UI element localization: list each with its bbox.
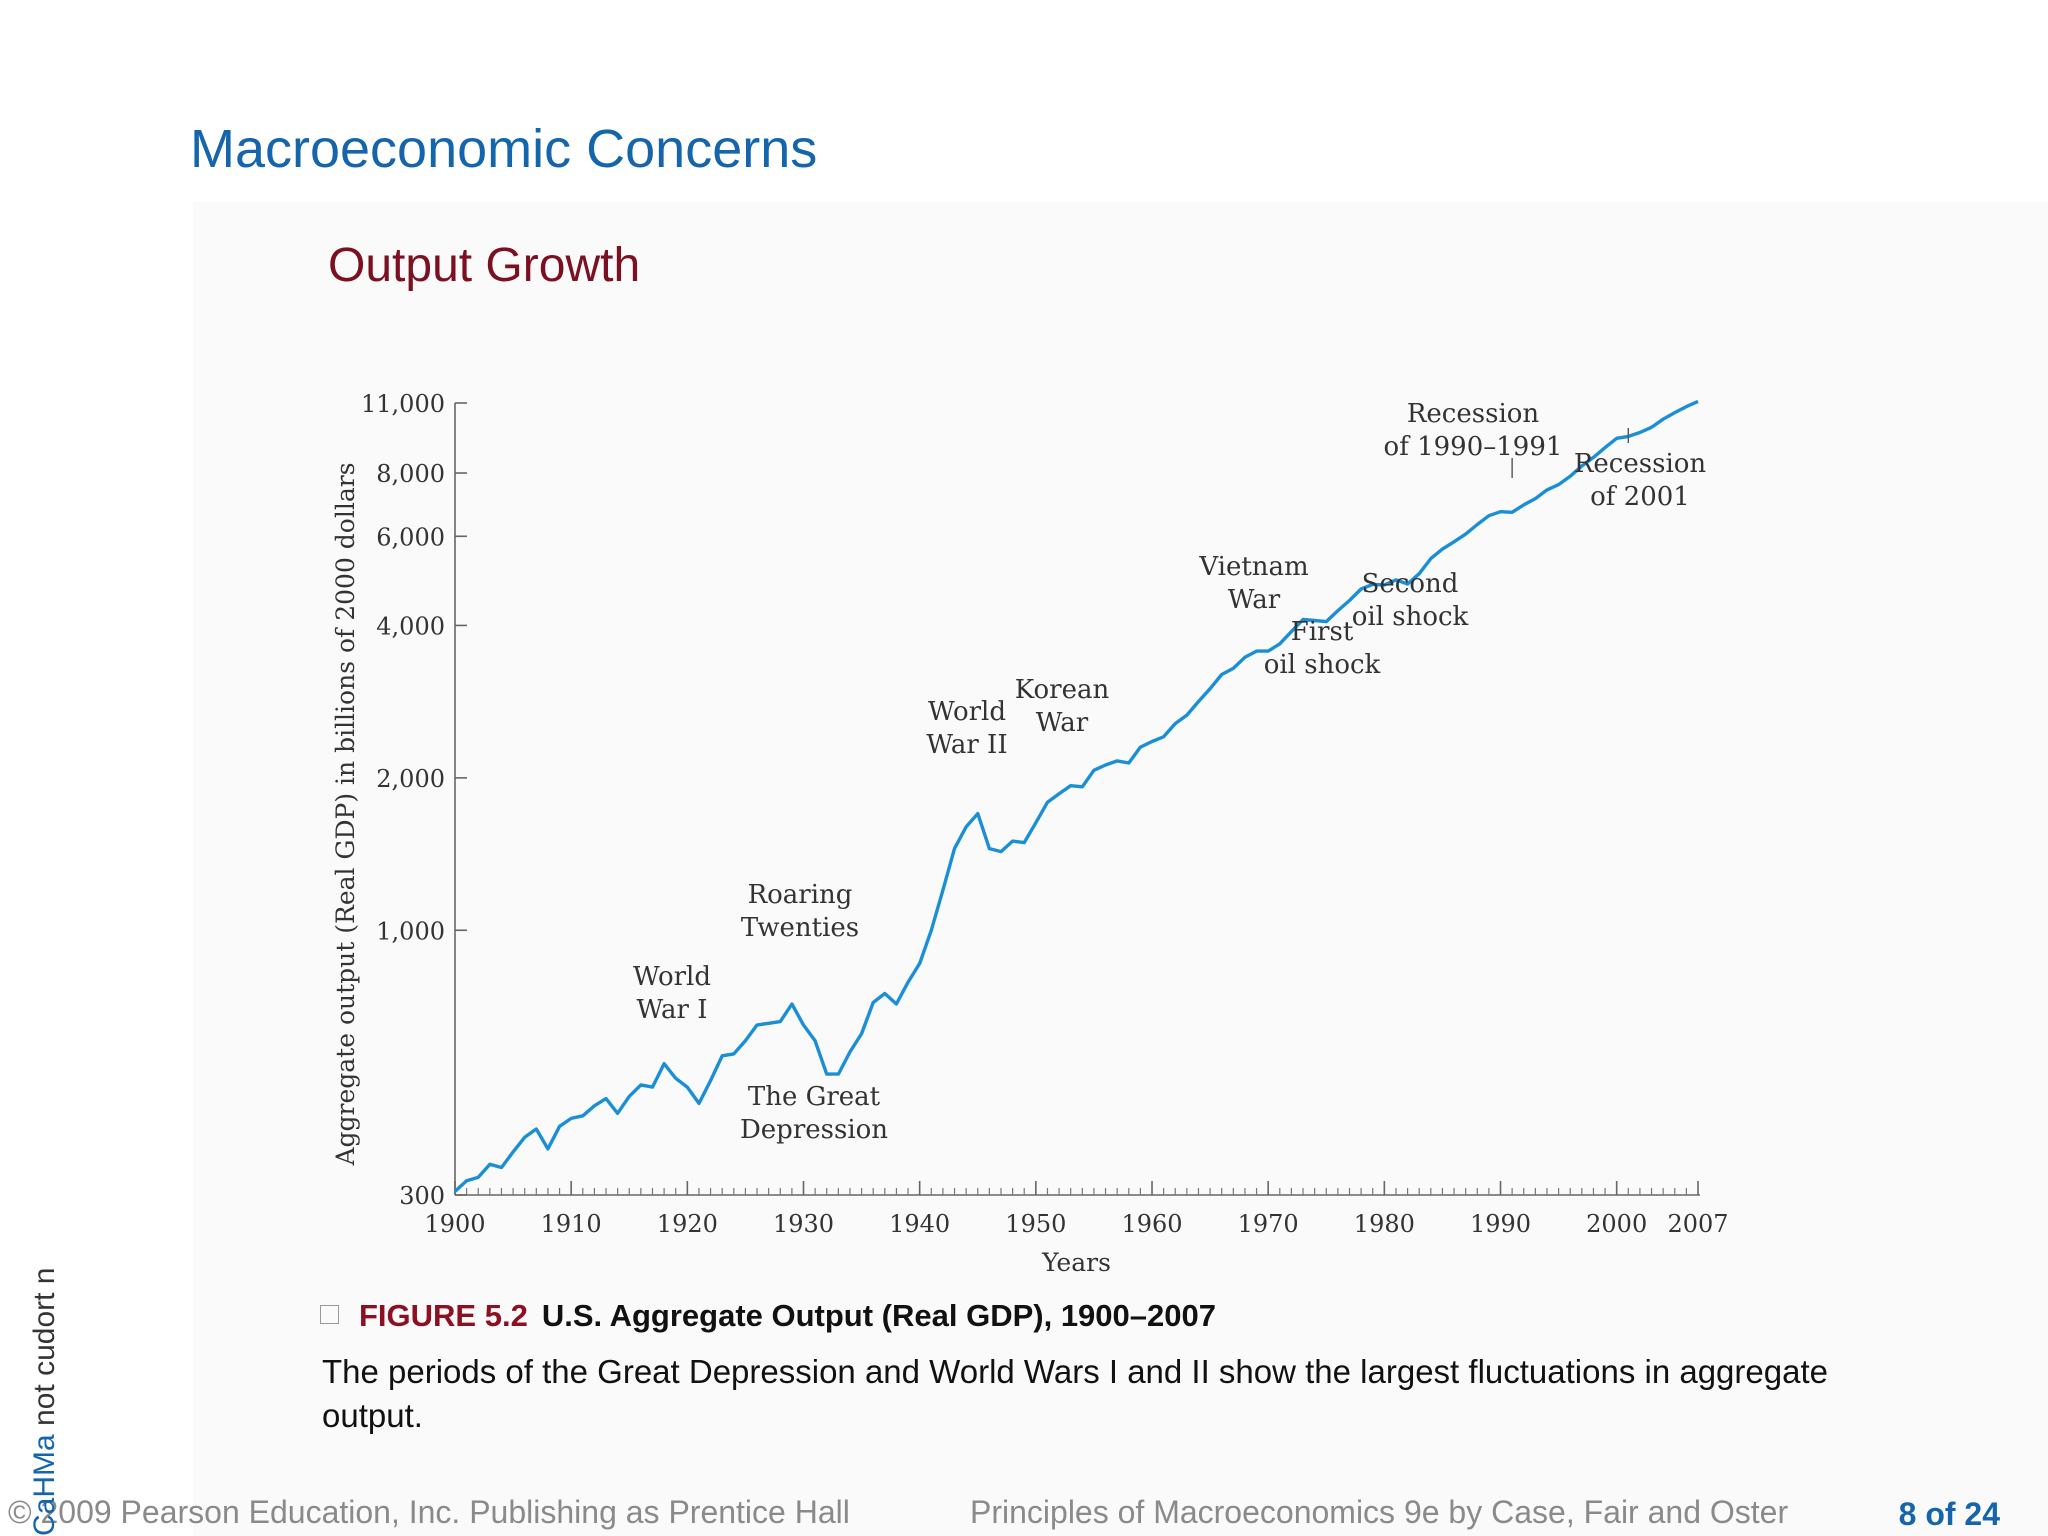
figure-caption-heading: FIGURE 5.2 U.S. Aggregate Output (Real GD… [320,1298,1216,1334]
side-notice-text: not cudort n [28,1267,61,1435]
annotation-label: War I [637,995,708,1025]
y-tick-label: 2,000 [376,765,445,793]
annotation-label: War [1036,708,1089,738]
x-tick-label: 2000 [1586,1210,1647,1238]
figure-number: FIGURE 5.2 [359,1298,528,1333]
annotation-label: First [1291,617,1354,647]
annotation-label: oil shock [1352,602,1469,632]
y-tick-label: 11,000 [361,390,445,418]
x-tick-label: 1950 [1005,1210,1066,1238]
x-tick-label: 1920 [657,1210,718,1238]
bullet-box-icon [320,1305,339,1325]
annotation-label: of 2001 [1590,482,1690,512]
y-tick-label: 300 [399,1182,445,1210]
slide-title: Macroeconomic Concerns [190,119,818,179]
y-tick-label: 4,000 [376,612,445,640]
side-notice-brand: CaHMa [28,1434,61,1536]
footer-copyright: © 2009 Pearson Education, Inc. Publishin… [8,1494,850,1530]
annotation-label: Second [1362,569,1459,599]
annotation-label: Vietnam [1198,552,1308,582]
annotation-label: Korean [1015,675,1110,705]
y-tick-label: 6,000 [376,523,445,551]
side-notice: CaHMa not cudort n [28,1268,62,1536]
annotation-label: Twenties [741,913,859,943]
x-tick-label: 1980 [1354,1210,1415,1238]
annotation-label: Roaring [748,880,853,910]
annotation-label: Recession [1574,449,1707,479]
x-tick-label: 1900 [424,1210,485,1238]
y-tick-label: 8,000 [376,460,445,488]
y-tick-label: 1,000 [376,917,445,945]
x-tick-label: 2007 [1667,1210,1728,1238]
content-panel [193,202,2048,1536]
page-number: 8 of 24 [1898,1496,2000,1532]
annotation-label: The Great [748,1082,881,1112]
figure-caption-text: The periods of the Great Depression and … [322,1353,1828,1434]
annotation-label: oil shock [1264,650,1381,680]
x-axis-label: Years [1041,1248,1111,1277]
annotation-label: of 1990–1991 [1384,432,1563,462]
annotation-label: World [928,697,1006,727]
x-tick-label: 1910 [541,1210,602,1238]
annotation-label: World [633,962,711,992]
annotation-label: War [1228,585,1281,615]
figure-title: U.S. Aggregate Output (Real GDP), 1900–2… [541,1298,1216,1333]
gdp-series-line [453,399,1699,1193]
x-tick-label: 1970 [1238,1210,1299,1238]
annotation-label: War II [926,730,1007,760]
x-tick-label: 1930 [773,1210,834,1238]
x-tick-label: 1960 [1121,1210,1182,1238]
y-axis-label: Aggregate output (Real GDP) in billions … [331,462,360,1166]
annotation-label: Recession [1407,399,1540,429]
x-tick-label: 1940 [889,1210,950,1238]
footer-book-title: Principles of Macroeconomics 9e by Case,… [970,1494,1789,1530]
slide-subtitle: Output Growth [328,239,641,292]
annotation-label: Depression [740,1115,888,1145]
gdp-chart: 300 1,000 2,000 4,000 6,000 8,000 11,000 1900 19… [331,390,1729,1277]
x-tick-label: 1990 [1470,1210,1531,1238]
